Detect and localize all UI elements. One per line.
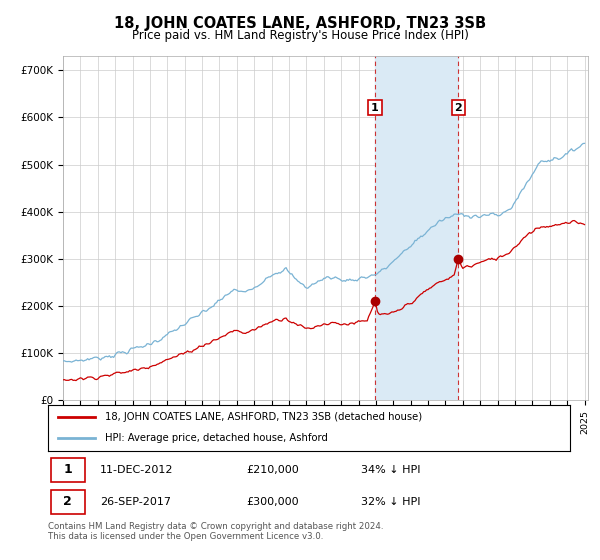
Text: £210,000: £210,000 bbox=[247, 465, 299, 475]
Text: 2: 2 bbox=[455, 102, 463, 113]
Text: HPI: Average price, detached house, Ashford: HPI: Average price, detached house, Ashf… bbox=[106, 433, 328, 444]
Text: 18, JOHN COATES LANE, ASHFORD, TN23 3SB (detached house): 18, JOHN COATES LANE, ASHFORD, TN23 3SB … bbox=[106, 412, 422, 422]
Text: 11-DEC-2012: 11-DEC-2012 bbox=[100, 465, 174, 475]
Text: £300,000: £300,000 bbox=[247, 497, 299, 507]
FancyBboxPatch shape bbox=[50, 490, 85, 514]
Text: 2: 2 bbox=[63, 496, 72, 508]
Text: 1: 1 bbox=[371, 102, 379, 113]
FancyBboxPatch shape bbox=[50, 458, 85, 482]
Text: 34% ↓ HPI: 34% ↓ HPI bbox=[361, 465, 421, 475]
Text: 26-SEP-2017: 26-SEP-2017 bbox=[100, 497, 171, 507]
Text: 18, JOHN COATES LANE, ASHFORD, TN23 3SB: 18, JOHN COATES LANE, ASHFORD, TN23 3SB bbox=[114, 16, 486, 31]
Text: 32% ↓ HPI: 32% ↓ HPI bbox=[361, 497, 421, 507]
Bar bbox=[375, 56, 458, 400]
Text: Price paid vs. HM Land Registry's House Price Index (HPI): Price paid vs. HM Land Registry's House … bbox=[131, 29, 469, 42]
Text: Contains HM Land Registry data © Crown copyright and database right 2024.
This d: Contains HM Land Registry data © Crown c… bbox=[48, 522, 383, 542]
Text: 1: 1 bbox=[63, 463, 72, 476]
